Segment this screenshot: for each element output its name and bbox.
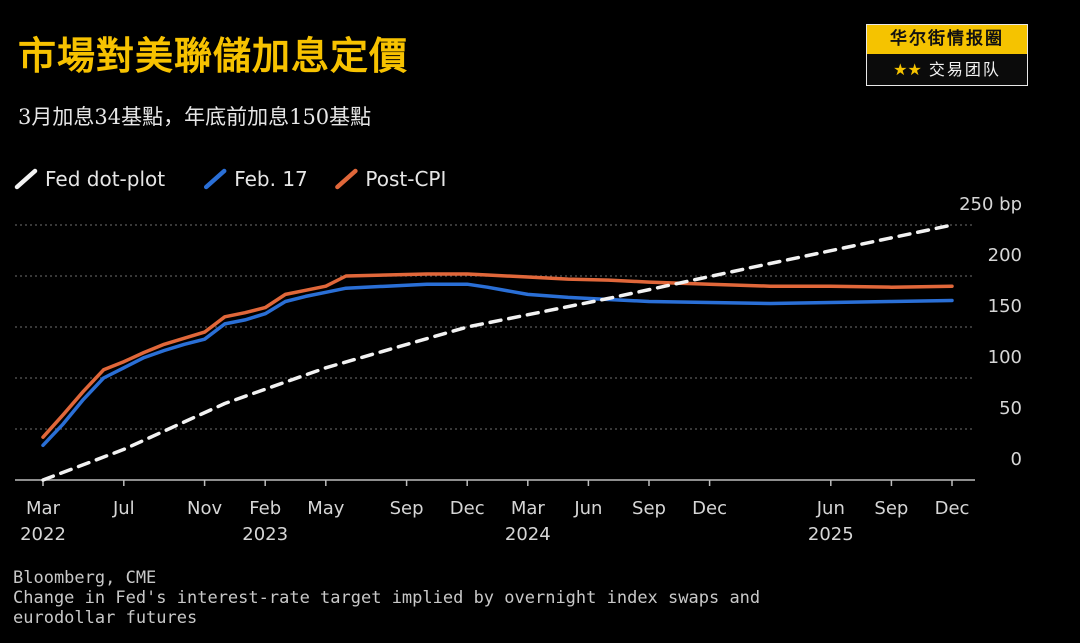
y-tick-label: 50 bbox=[999, 398, 1022, 419]
brand-team: 交易团队 bbox=[928, 60, 1001, 79]
gridlines bbox=[15, 224, 975, 430]
y-tick-label: 200 bbox=[988, 245, 1022, 266]
x-tick-label: Dec bbox=[935, 498, 970, 519]
legend-swatch-post-cpi bbox=[335, 168, 358, 190]
legend-swatch-feb-17 bbox=[203, 168, 227, 190]
x-year-label: 2024 bbox=[505, 524, 551, 545]
x-tick-label: Jun bbox=[573, 498, 602, 519]
series-line-post-cpi bbox=[41, 272, 954, 439]
source-note: Bloomberg, CME Change in Fed's interest-… bbox=[13, 568, 833, 628]
legend: Fed dot-plot Feb. 17 Post-CPI bbox=[14, 167, 446, 191]
x-tick-label: Mar bbox=[26, 498, 61, 519]
x-axis: Mar 2022 Jul Nov Feb 2023 May Sep Dec Mar 2024 Jun S… bbox=[20, 480, 969, 545]
x-year-label: 2022 bbox=[20, 524, 66, 545]
y-tick-label: 100 bbox=[988, 347, 1022, 368]
legend-label: Feb. 17 bbox=[234, 167, 308, 191]
y-axis: 0 50 100 150 200 250 bp bbox=[15, 194, 1022, 481]
legend-label: Fed dot-plot bbox=[45, 167, 165, 191]
series-line-feb-17 bbox=[41, 282, 954, 448]
y-tick-label: 250 bp bbox=[959, 194, 1022, 215]
x-tick-label: Sep bbox=[632, 498, 666, 519]
y-tick-label: 150 bbox=[988, 296, 1022, 317]
brand-badge: 华尔街情报圈 ★★ 交易团队 bbox=[866, 24, 1028, 86]
x-tick-label: Nov bbox=[187, 498, 222, 519]
series-line-fed-dot-plot bbox=[41, 223, 954, 482]
chart-title: 市場對美聯儲加息定價 bbox=[18, 34, 409, 78]
chart-subtitle: 3月加息34基點，年底前加息150基點 bbox=[18, 105, 372, 129]
x-tick-label: Sep bbox=[390, 498, 424, 519]
legend-swatch-fed-dot-plot bbox=[14, 168, 38, 190]
x-tick-label: Dec bbox=[692, 498, 727, 519]
x-tick-label: Jun bbox=[816, 498, 845, 519]
x-tick-label: Dec bbox=[450, 498, 485, 519]
x-tick-label: Jul bbox=[112, 498, 135, 519]
x-year-label: 2025 bbox=[808, 524, 854, 545]
legend-label: Post-CPI bbox=[365, 167, 446, 191]
x-tick-label: Feb bbox=[249, 498, 281, 519]
x-tick-label: Mar bbox=[511, 498, 546, 519]
x-tick-label: Sep bbox=[874, 498, 908, 519]
source-label: Bloomberg, CME bbox=[13, 568, 157, 588]
y-tick-label: 0 bbox=[1011, 449, 1022, 470]
series-group bbox=[41, 223, 954, 482]
x-tick-label: May bbox=[307, 498, 345, 519]
brand-name: 华尔街情报圈 bbox=[867, 25, 1027, 54]
brand-team-row: ★★ 交易团队 bbox=[867, 54, 1027, 85]
star-icon: ★★ bbox=[893, 60, 922, 79]
x-year-label: 2023 bbox=[242, 524, 288, 545]
chart-footnote: Change in Fed's interest-rate target imp… bbox=[13, 588, 761, 628]
